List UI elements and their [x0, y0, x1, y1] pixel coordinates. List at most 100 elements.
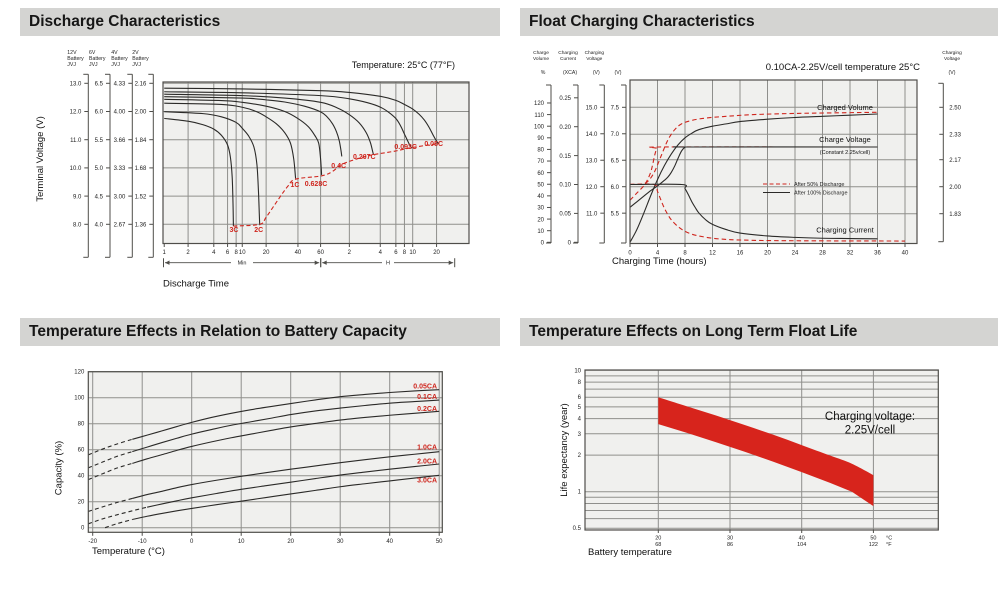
curve-2C: [164, 111, 261, 226]
svg-text:2.00: 2.00: [949, 185, 961, 191]
svg-text:60: 60: [537, 171, 544, 177]
curve-0.1CA: [132, 399, 440, 453]
svg-text:20: 20: [287, 539, 294, 545]
svg-text:-20: -20: [88, 539, 97, 545]
float-charging-chart: Charged Volume Charge Voltage (Constant 2.…: [533, 50, 962, 267]
svg-text:10: 10: [409, 250, 416, 256]
float-life-chart: Charging voltage:2.25V/cell1086543210.52…: [559, 368, 939, 558]
svg-text:2: 2: [186, 250, 190, 256]
svg-text:1: 1: [578, 490, 582, 496]
curve-label-3: Charging Current: [816, 226, 874, 235]
svg-text:8: 8: [683, 251, 687, 257]
svg-text:20: 20: [263, 250, 270, 256]
curve-1.0CA: [132, 451, 440, 499]
svg-text:1.83: 1.83: [949, 212, 961, 218]
curve-charging-current-100: [629, 183, 878, 240]
y-axis-label: Capacity (%): [54, 441, 65, 495]
svg-text:86: 86: [727, 542, 733, 548]
axis-header-2: Charging: [585, 50, 605, 56]
axis-header-12V: Battery: [67, 56, 84, 62]
svg-text:70: 70: [537, 159, 544, 165]
axis-header-12V: 12V: [67, 50, 77, 56]
curve-0.207C: [164, 93, 374, 155]
curve-label-2C: 2C: [254, 227, 263, 234]
curve-label-3C: 3C: [230, 227, 239, 234]
curve-0.2CA-dashed: [88, 462, 133, 481]
float-plot-area: [630, 80, 917, 244]
svg-text:20: 20: [655, 536, 661, 542]
svg-text:40: 40: [386, 539, 393, 545]
svg-text:40: 40: [537, 194, 544, 200]
axis-unit-1: (XCA): [563, 70, 577, 76]
svg-text:5.5: 5.5: [95, 138, 104, 144]
curve-label-1: Charge Voltage: [819, 135, 871, 144]
svg-text:3: 3: [578, 432, 582, 438]
svg-text:6.5: 6.5: [611, 158, 620, 164]
svg-text:14.0: 14.0: [586, 132, 598, 138]
svg-text:36: 36: [874, 251, 881, 257]
curve-0.05CA: [132, 389, 440, 440]
curve-label-0.05C: 0.05C: [424, 141, 443, 148]
svg-text:20: 20: [764, 251, 771, 257]
axis-header-1: Charging: [558, 50, 578, 56]
svg-text:12: 12: [709, 251, 716, 257]
x-axis-label: Discharge Time: [163, 279, 229, 290]
right-axis-header: Voltage: [944, 56, 960, 62]
svg-text:12.0: 12.0: [70, 110, 82, 116]
svg-text:-10: -10: [138, 539, 147, 545]
svg-text:122: 122: [869, 542, 878, 548]
svg-text:2.17: 2.17: [949, 158, 961, 164]
svg-text:0.20: 0.20: [559, 125, 571, 131]
curve-label-0.628C: 0.628C: [305, 181, 328, 188]
curve-label-0.207C: 0.207C: [353, 154, 376, 161]
svg-text:8: 8: [578, 380, 582, 386]
svg-text:11.0: 11.0: [586, 211, 598, 217]
legend-label-0: After 50% Discharge: [794, 182, 844, 188]
svg-text:9.0: 9.0: [73, 194, 82, 200]
svg-text:4.00: 4.00: [114, 110, 126, 116]
curve-2.0CA: [147, 463, 440, 508]
curve-label-0.093C: 0.093C: [394, 144, 417, 151]
svg-text:5.0: 5.0: [95, 166, 104, 172]
curve-label-0.1CA: 0.1CA: [417, 394, 437, 401]
y-axis-label: Terminal Voltage (V): [35, 116, 46, 202]
cutoff-voltage-line: [233, 143, 439, 227]
svg-text:3.00: 3.00: [114, 194, 126, 200]
annotation-line-0: Charging voltage:: [825, 411, 915, 423]
curve-charged-volume-100: [629, 113, 878, 243]
curve-3.0CA-dashed: [104, 518, 133, 529]
curve-label-0.05CA: 0.05CA: [413, 383, 437, 390]
svg-text:10: 10: [574, 368, 581, 374]
axis-header-6V: Battery: [89, 56, 106, 62]
condition-note: 0.10CA-2.25V/cell temperature 25°C: [766, 62, 920, 73]
right-axis-header: Charging: [942, 50, 962, 56]
svg-text:11.0: 11.0: [70, 138, 82, 144]
float-charging-title: Float Charging Characteristics: [520, 8, 998, 36]
svg-text:0: 0: [568, 241, 572, 247]
svg-text:6: 6: [394, 250, 398, 256]
svg-text:0.25: 0.25: [559, 96, 571, 102]
curve-charge-voltage-50: [629, 146, 782, 201]
axis-unit-3: (V): [615, 70, 622, 76]
svg-text:(V): (V): [949, 70, 956, 76]
curve-charging-current-50: [629, 183, 906, 242]
curve-charged-volume-50: [629, 111, 878, 185]
svg-text:7.5: 7.5: [611, 106, 620, 112]
svg-text:120: 120: [534, 101, 545, 107]
svg-text:6.5: 6.5: [95, 82, 104, 88]
svg-text:0: 0: [190, 539, 194, 545]
svg-text:4.33: 4.33: [114, 82, 126, 88]
svg-text:40: 40: [799, 536, 805, 542]
svg-text:10: 10: [537, 229, 544, 235]
svg-text:4: 4: [656, 251, 660, 257]
svg-text:40: 40: [78, 474, 85, 480]
axis-header-6V: JVJ: [89, 62, 98, 68]
axis-header-4V: JVJ: [111, 62, 120, 68]
svg-text:60: 60: [78, 448, 85, 454]
svg-text:2.00: 2.00: [135, 110, 147, 116]
svg-text:1.52: 1.52: [135, 194, 147, 200]
svg-text:8.0: 8.0: [73, 223, 82, 229]
svg-text:2.33: 2.33: [949, 132, 961, 138]
